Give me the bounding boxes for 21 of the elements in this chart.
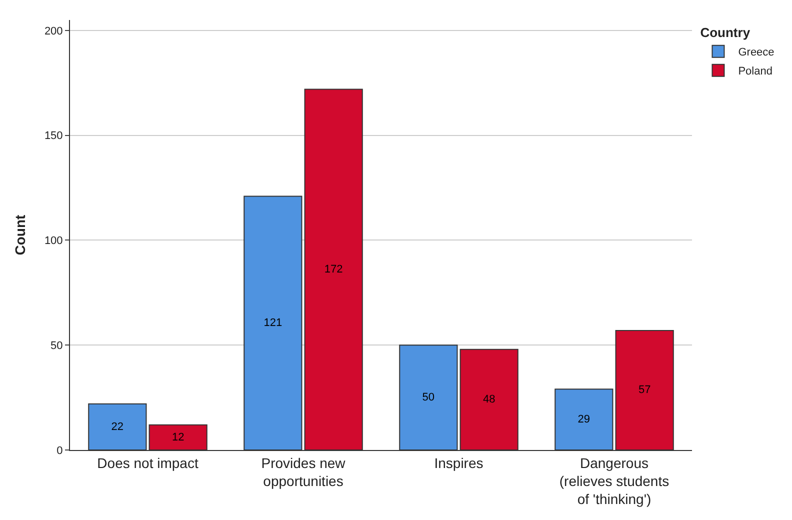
- data-label: 121: [264, 317, 282, 330]
- y-axis-title: Count: [12, 214, 28, 256]
- data-label: 50: [422, 392, 435, 404]
- x-tick-label: Inspires: [434, 454, 484, 471]
- legend-label: Poland: [738, 66, 772, 78]
- data-label: 48: [482, 394, 496, 406]
- y-tick-label: 0: [56, 444, 63, 457]
- data-label: 22: [111, 420, 124, 433]
- data-label: 172: [324, 264, 343, 276]
- legend-title: Country: [700, 24, 751, 40]
- x-tick-label: Provides new opportunities: [261, 454, 346, 489]
- legend-label: Greece: [738, 46, 774, 59]
- data-label: 29: [578, 414, 590, 426]
- data-label: 57: [638, 384, 651, 396]
- y-tick-label: 150: [44, 130, 63, 142]
- y-tick-label: 200: [44, 25, 63, 38]
- x-tick-label: Does not impact: [97, 454, 198, 471]
- data-label: 12: [172, 431, 184, 444]
- y-tick-label: 50: [50, 340, 63, 352]
- y-tick-label: 100: [44, 235, 63, 248]
- x-tick-label: Dangerous (relieves students of 'thinking'): [559, 454, 670, 508]
